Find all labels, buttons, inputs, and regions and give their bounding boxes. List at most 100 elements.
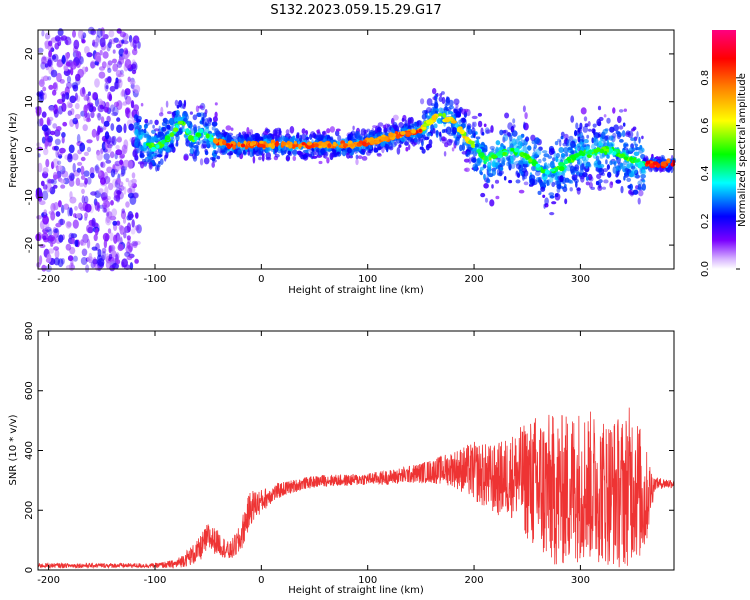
heatmap-cell: [127, 211, 134, 221]
heatmap-cell: [487, 161, 492, 168]
heatmap-cell: [44, 32, 51, 40]
heatmap-cell: [563, 147, 569, 154]
heatmap-cell: [116, 220, 121, 226]
heatmap-cell: [578, 159, 583, 167]
heatmap-cell: [117, 243, 124, 252]
heatmap-cell: [65, 221, 72, 229]
heatmap-cell: [581, 162, 585, 170]
heatmap-cell: [606, 164, 611, 170]
heatmap-cell: [554, 193, 559, 198]
heatmap-cell: [178, 100, 183, 108]
heatmap-cell: [121, 258, 128, 268]
heatmap-cell: [515, 179, 521, 184]
heatmap-cell: [512, 118, 516, 124]
y-tick-label: 400: [24, 441, 35, 460]
heatmap-cell: [438, 96, 443, 102]
heatmap-cell: [616, 155, 621, 164]
heatmap-cell: [58, 234, 64, 243]
heatmap-cell: [532, 151, 538, 158]
heatmap-cell: [37, 47, 44, 53]
heatmap-cell: [60, 179, 66, 184]
heatmap-cell: [652, 161, 658, 165]
heatmap-cell: [443, 128, 448, 133]
heatmap-cell: [305, 130, 308, 136]
heatmap-cell: [168, 144, 174, 148]
heatmap-cell: [283, 136, 289, 143]
heatmap-cell: [521, 173, 525, 181]
heatmap-cell: [101, 61, 107, 69]
heatmap-cell: [456, 127, 460, 133]
heatmap-cell: [136, 149, 141, 154]
heatmap-cell: [585, 146, 590, 151]
heatmap-cell: [176, 105, 180, 109]
heatmap-cell: [605, 159, 608, 165]
heatmap-cell: [105, 159, 112, 164]
heatmap-cell: [489, 199, 495, 207]
heatmap-cell: [498, 169, 503, 177]
heatmap-cell: [240, 143, 246, 148]
heatmap-cell: [143, 128, 147, 134]
heatmap-cell: [107, 60, 113, 66]
figure-title: S132.2023.059.15.29.G17: [270, 3, 441, 18]
heatmap-cell: [122, 40, 129, 45]
heatmap-cell: [204, 150, 209, 156]
heatmap-cell: [417, 120, 423, 126]
heatmap-cell: [270, 139, 276, 145]
heatmap-cell: [86, 146, 92, 153]
heatmap-cell: [558, 147, 564, 153]
heatmap-cell: [239, 134, 244, 139]
heatmap-cell: [376, 152, 382, 156]
heatmap-cell: [641, 169, 647, 175]
heatmap-cell: [349, 143, 355, 147]
heatmap-cell: [47, 76, 52, 81]
heatmap-cell: [621, 130, 626, 138]
heatmap-cell: [531, 159, 537, 164]
heatmap-cell: [343, 143, 349, 147]
heatmap-cell: [602, 186, 606, 190]
heatmap-cell: [469, 141, 474, 145]
colorbar-tick-label: 0.0: [700, 261, 711, 277]
heatmap-cell: [38, 79, 45, 88]
heatmap-cell: [499, 166, 504, 171]
heatmap-cell: [606, 154, 610, 159]
heatmap-cell: [131, 219, 135, 228]
heatmap-cell: [421, 138, 424, 147]
heatmap-cell: [544, 169, 550, 175]
heatmap-cell: [47, 229, 53, 236]
heatmap-cell: [58, 165, 63, 171]
heatmap-cell: [110, 168, 116, 178]
heatmap-cell: [574, 153, 580, 158]
heatmap-cell: [637, 186, 643, 191]
heatmap-cell: [48, 234, 55, 242]
heatmap-cell: [262, 144, 266, 149]
heatmap-cell: [335, 128, 341, 132]
heatmap-cell: [211, 121, 218, 127]
heatmap-cell: [123, 123, 127, 134]
heatmap-cell: [570, 150, 575, 155]
heatmap-cell: [104, 131, 110, 140]
heatmap-cell: [70, 174, 75, 180]
heatmap-cell: [95, 166, 101, 173]
heatmap-cell: [50, 69, 58, 78]
heatmap-cell: [597, 121, 602, 127]
heatmap-cell: [52, 82, 58, 90]
heatmap-cell: [44, 140, 48, 150]
heatmap-cell: [358, 136, 362, 141]
heatmap-cell: [203, 157, 210, 165]
heatmap-cell: [110, 200, 114, 206]
heatmap-cell: [76, 213, 82, 219]
heatmap-cell: [299, 134, 302, 142]
heatmap-cell: [185, 128, 190, 133]
heatmap-cell: [369, 145, 373, 150]
heatmap-cell: [473, 132, 476, 139]
heatmap-cell: [591, 143, 596, 150]
heatmap-cell: [506, 157, 510, 161]
heatmap-cell: [84, 203, 92, 213]
heatmap-cell: [612, 107, 616, 114]
heatmap-cell: [535, 163, 540, 168]
heatmap-cell: [451, 147, 455, 152]
heatmap-cell: [635, 174, 640, 179]
heatmap-cell: [634, 146, 638, 151]
heatmap-cell: [48, 40, 53, 47]
heatmap-cell: [608, 135, 614, 141]
